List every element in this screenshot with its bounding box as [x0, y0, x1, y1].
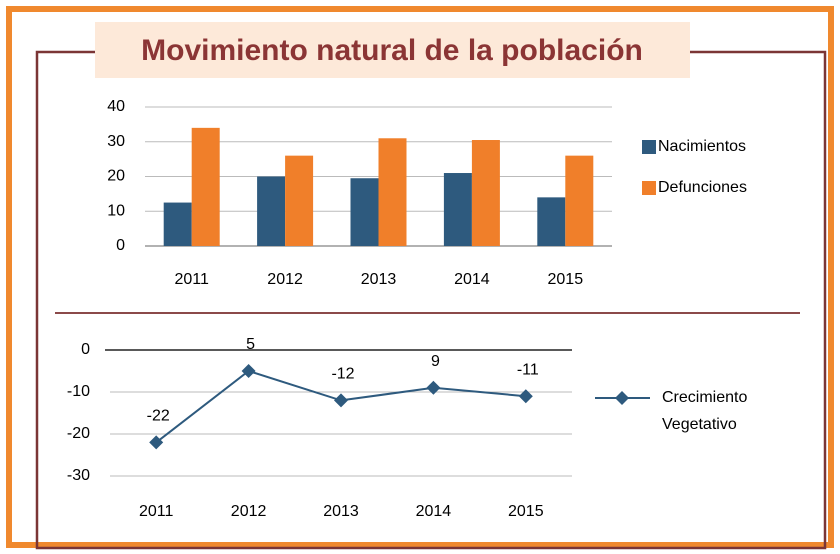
x-tick-label: 2013 [323, 503, 359, 520]
x-tick-label: 2014 [416, 503, 452, 520]
bar [350, 178, 379, 246]
data-label: -22 [147, 408, 170, 425]
outer-frame [6, 6, 834, 548]
y-tick-label: 10 [107, 202, 125, 219]
legend-swatch [642, 181, 656, 195]
legend-marker [615, 391, 629, 405]
data-label: -12 [331, 366, 354, 383]
bar [191, 127, 220, 246]
marker [334, 393, 348, 408]
bar [378, 138, 407, 246]
title: Movimiento natural de la población [141, 34, 643, 67]
bar [471, 140, 500, 246]
x-tick-label: 2012 [231, 503, 267, 520]
y-tick-label: 0 [116, 237, 125, 254]
y-tick-label: 20 [107, 168, 125, 185]
legend-label: Defunciones [658, 179, 747, 196]
x-tick-label: 2012 [267, 271, 303, 288]
bar [565, 155, 594, 246]
y-tick-label: 40 [107, 98, 125, 115]
x-tick-label: 2013 [361, 271, 397, 288]
legend-label: Nacimientos [658, 138, 746, 155]
data-label: -11 [517, 361, 539, 378]
marker [241, 364, 256, 378]
marker [518, 389, 533, 404]
bar [443, 173, 472, 246]
y-tick-label: -30 [67, 467, 90, 484]
legend-swatch [642, 140, 656, 154]
title-box [95, 22, 690, 78]
y-tick-label: 0 [81, 341, 90, 358]
y-tick-label: -20 [67, 425, 90, 442]
bar [257, 176, 286, 246]
x-tick-label: 2011 [174, 271, 209, 288]
inner-frame [35, 50, 827, 550]
x-tick-label: 2011 [139, 503, 174, 520]
data-label: 5 [246, 336, 255, 353]
x-tick-label: 2015 [508, 503, 544, 520]
y-tick-label: 30 [107, 133, 125, 150]
marker [149, 435, 164, 450]
data-label: 9 [431, 353, 440, 370]
x-tick-label: 2015 [548, 271, 584, 288]
y-tick-label: -10 [67, 383, 90, 400]
marker [426, 380, 441, 395]
bar [285, 155, 314, 246]
x-tick-label: 2014 [454, 271, 490, 288]
bar [163, 202, 192, 246]
legend-label: Crecimiento Vegetativo [662, 389, 748, 433]
bar [537, 197, 566, 246]
